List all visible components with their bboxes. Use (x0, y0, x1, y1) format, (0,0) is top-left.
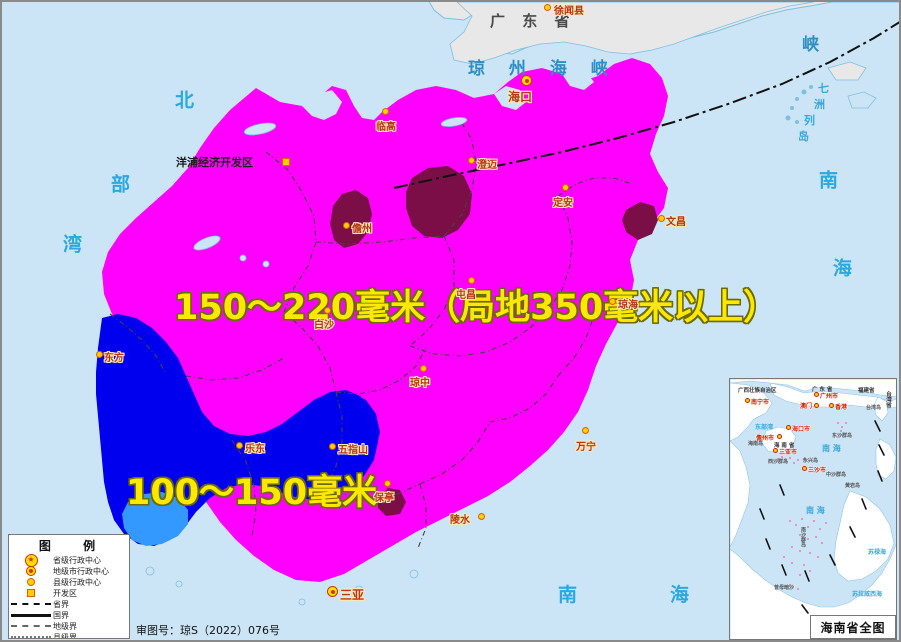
map-approval-number: 审图号：琼S（2022）076号 (136, 624, 280, 637)
legend-label-province-boundary: 省界 (53, 599, 69, 609)
legend-row-prefecture-boundary: 地级界 (9, 621, 129, 631)
legend-row-province-boundary: 省界 (9, 599, 129, 609)
inset-symbol-hongkong (829, 403, 834, 408)
local-350mm-patches (330, 166, 658, 516)
island-dot-clusters (777, 422, 847, 590)
prefecture-boundary-line (9, 625, 53, 627)
prefecture-center-icon (9, 566, 53, 576)
inset-map-title: 海南省全图 (810, 615, 896, 639)
inset-symbol-nanning (745, 398, 750, 403)
province-boundary-line (9, 603, 53, 605)
legend-label-province-capital: 省级行政中心 (53, 555, 101, 565)
county-boundary-lines (109, 119, 633, 549)
province-boundary-strait (393, 21, 899, 189)
map-legend: 图 例 ★ 省级行政中心 地级市行政中心 县级行政中心 开发区 省界 国界 地级… (8, 534, 130, 639)
county-center-icon (9, 578, 53, 586)
legend-label-county-center: 县级行政中心 (53, 577, 101, 587)
national-boundary-line (9, 613, 53, 617)
legend-title: 图 例 (38, 539, 110, 553)
legend-row-county-boundary: 县级界 (9, 632, 129, 639)
county-boundary-line (9, 636, 53, 638)
rain-100-150-region (96, 314, 380, 546)
legend-label-national-boundary: 国界 (53, 610, 69, 620)
inset-symbol-haikou (786, 425, 791, 430)
legend-row-county-center: 县级行政中心 (9, 577, 129, 587)
inset-map-hainan-province: 广西壮族自治区 广 东 省 福建省 台湾省 海 南 省 南宁市 广州市 香港 澳… (729, 378, 897, 640)
qizhou-islands-dots (785, 85, 813, 124)
inset-symbol-macau (814, 403, 819, 408)
inset-symbol-guangzhou (814, 392, 819, 397)
legend-row-development-zone: 开发区 (9, 588, 129, 598)
legend-label-prefecture-boundary: 地级界 (53, 621, 77, 631)
province-capital-icon: ★ (9, 553, 53, 567)
development-zone-icon (9, 589, 53, 597)
mainland-landmass (428, 2, 899, 109)
inset-symbol-sanya (773, 448, 778, 453)
legend-label-prefecture-center: 地级市行政中心 (53, 566, 109, 576)
nine-dash-line (759, 420, 885, 614)
inset-symbol-sansha (802, 466, 807, 471)
legend-label-development-zone: 开发区 (53, 588, 77, 598)
legend-row-province-capital: ★ 省级行政中心 (9, 553, 129, 567)
legend-row-national-boundary: 国界 (9, 610, 129, 620)
inset-symbol-danzhou (777, 434, 782, 439)
offshore-islets (145, 117, 468, 606)
legend-row-prefecture-center: 地级市行政中心 (9, 566, 129, 576)
inset-geometry (730, 379, 896, 639)
legend-label-county-boundary: 县级界 (53, 632, 77, 639)
